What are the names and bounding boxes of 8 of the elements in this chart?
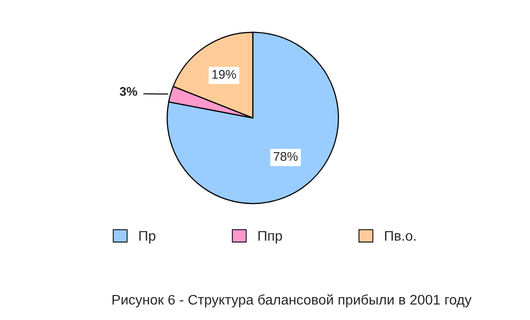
data-label: 3% xyxy=(120,87,138,96)
pie-slice xyxy=(166,32,339,204)
data-label: 19% xyxy=(212,70,236,79)
data-label: 78% xyxy=(274,152,298,161)
text: Рисунок 6 - Структура балансовой прибыли в 2001 году xyxy=(112,294,472,308)
legend-label: Пр xyxy=(139,231,156,244)
legend-label: Пв.о. xyxy=(385,231,416,241)
legend-label: Ппр xyxy=(258,231,282,244)
